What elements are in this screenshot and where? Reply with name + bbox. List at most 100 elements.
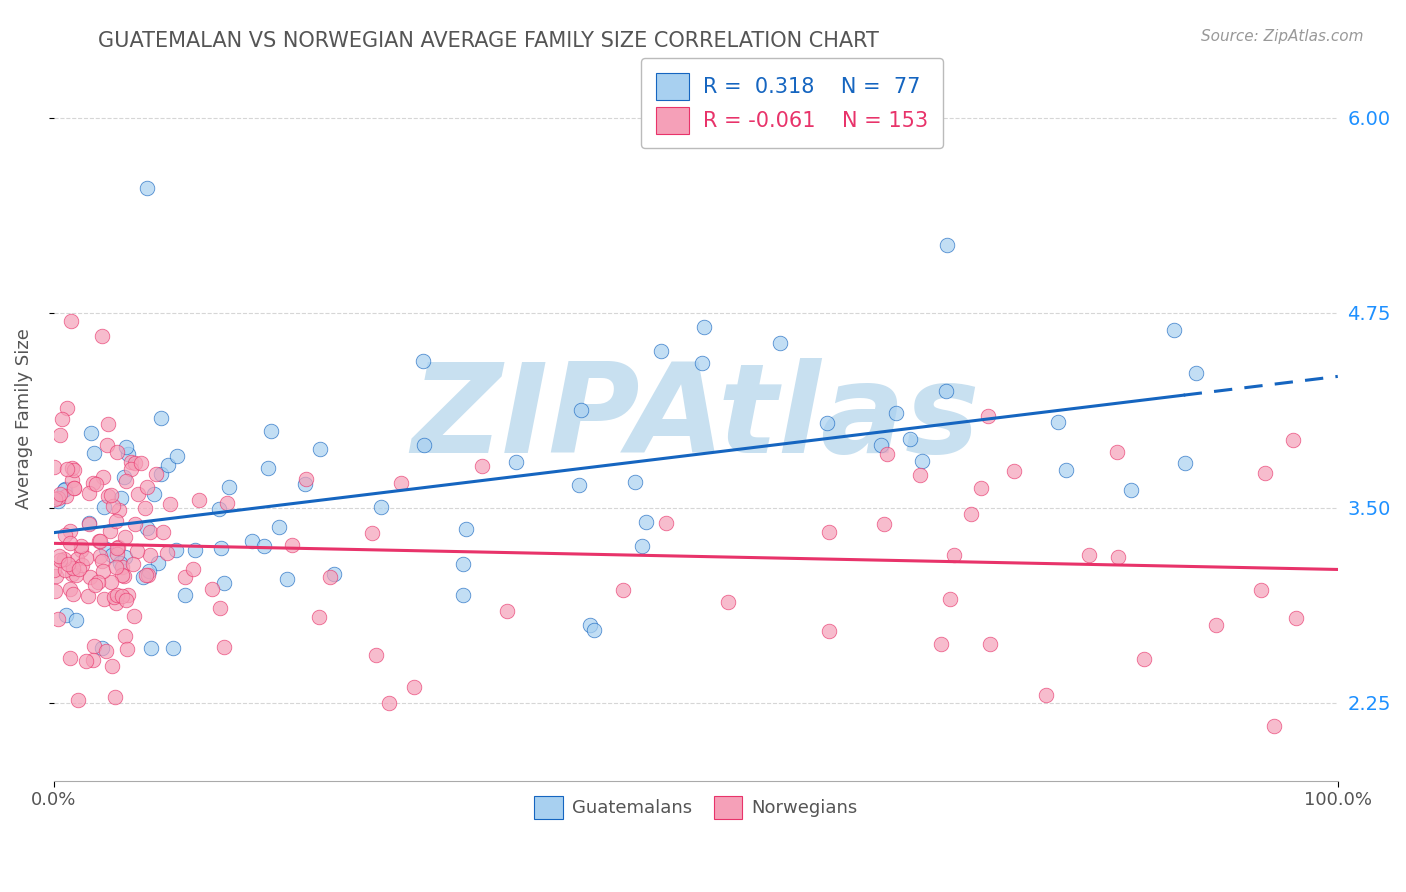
Point bbox=[152, 524, 174, 539]
Point bbox=[412, 353, 434, 368]
Point bbox=[139, 641, 162, 656]
Point bbox=[70, 558, 93, 573]
Point bbox=[323, 567, 346, 582]
Point bbox=[59, 582, 82, 596]
Point bbox=[212, 640, 235, 654]
Text: GUATEMALAN VS NORWEGIAN AVERAGE FAMILY SIZE CORRELATION CHART: GUATEMALAN VS NORWEGIAN AVERAGE FAMILY S… bbox=[98, 31, 879, 51]
Point bbox=[583, 623, 606, 637]
Text: ZIPAtlas: ZIPAtlas bbox=[412, 358, 980, 479]
Legend: Guatemalans, Norwegians: Guatemalans, Norwegians bbox=[527, 789, 865, 826]
Point bbox=[308, 442, 330, 457]
Point bbox=[120, 462, 142, 476]
Point bbox=[103, 590, 125, 604]
Point bbox=[1054, 462, 1077, 476]
Point bbox=[42, 563, 65, 577]
Point bbox=[124, 456, 146, 470]
Point bbox=[104, 560, 127, 574]
Point bbox=[79, 516, 101, 531]
Point bbox=[1163, 323, 1185, 337]
Point bbox=[77, 590, 100, 604]
Point bbox=[55, 489, 77, 503]
Point bbox=[111, 590, 134, 604]
Point bbox=[456, 523, 478, 537]
Point bbox=[122, 609, 145, 624]
Point bbox=[48, 549, 70, 563]
Point bbox=[111, 567, 134, 582]
Point bbox=[139, 525, 162, 540]
Point bbox=[63, 481, 86, 495]
Point bbox=[184, 543, 207, 558]
Point bbox=[49, 428, 72, 442]
Point bbox=[370, 500, 392, 514]
Point bbox=[48, 553, 70, 567]
Point bbox=[650, 343, 672, 358]
Point bbox=[149, 410, 172, 425]
Point bbox=[212, 576, 235, 591]
Point bbox=[96, 542, 118, 557]
Point bbox=[217, 496, 239, 510]
Point bbox=[114, 440, 136, 454]
Point bbox=[1002, 465, 1025, 479]
Point bbox=[579, 618, 602, 632]
Point bbox=[53, 483, 76, 498]
Point bbox=[1107, 549, 1129, 564]
Point bbox=[253, 539, 276, 553]
Point bbox=[67, 693, 90, 707]
Point bbox=[129, 456, 152, 470]
Point bbox=[86, 476, 108, 491]
Point bbox=[79, 570, 101, 584]
Point bbox=[45, 569, 67, 583]
Point bbox=[1035, 688, 1057, 702]
Point bbox=[115, 593, 138, 607]
Point bbox=[977, 409, 1000, 424]
Y-axis label: Average Family Size: Average Family Size bbox=[15, 327, 32, 508]
Point bbox=[571, 403, 593, 417]
Point bbox=[378, 696, 401, 710]
Point bbox=[138, 564, 160, 578]
Point bbox=[90, 329, 112, 343]
Point bbox=[75, 551, 97, 566]
Point bbox=[105, 547, 128, 561]
Point bbox=[165, 542, 187, 557]
Point bbox=[97, 417, 120, 432]
Point bbox=[360, 525, 382, 540]
Point bbox=[65, 613, 87, 627]
Point bbox=[1105, 445, 1128, 459]
Point bbox=[46, 612, 69, 626]
Point bbox=[59, 524, 82, 538]
Point bbox=[93, 500, 115, 515]
Point bbox=[114, 549, 136, 564]
Point bbox=[188, 492, 211, 507]
Point bbox=[142, 487, 165, 501]
Point bbox=[56, 557, 79, 571]
Point bbox=[138, 548, 160, 562]
Point bbox=[70, 539, 93, 553]
Point bbox=[100, 488, 122, 502]
Point bbox=[87, 574, 110, 589]
Point bbox=[935, 237, 957, 252]
Point bbox=[89, 533, 111, 548]
Point bbox=[104, 596, 127, 610]
Point bbox=[125, 543, 148, 558]
Point bbox=[89, 549, 111, 563]
Point bbox=[319, 570, 342, 584]
Point bbox=[98, 524, 121, 539]
Point bbox=[120, 455, 142, 469]
Point bbox=[1254, 466, 1277, 480]
Point bbox=[970, 481, 993, 495]
Point bbox=[929, 637, 952, 651]
Point bbox=[1185, 366, 1208, 380]
Point bbox=[873, 517, 896, 532]
Point bbox=[91, 564, 114, 578]
Point bbox=[568, 477, 591, 491]
Point bbox=[135, 568, 157, 582]
Point bbox=[44, 491, 66, 506]
Point bbox=[1250, 583, 1272, 598]
Point bbox=[959, 507, 981, 521]
Point bbox=[135, 480, 157, 494]
Point bbox=[101, 658, 124, 673]
Point bbox=[62, 560, 84, 574]
Point bbox=[91, 470, 114, 484]
Point bbox=[146, 556, 169, 570]
Point bbox=[935, 384, 957, 399]
